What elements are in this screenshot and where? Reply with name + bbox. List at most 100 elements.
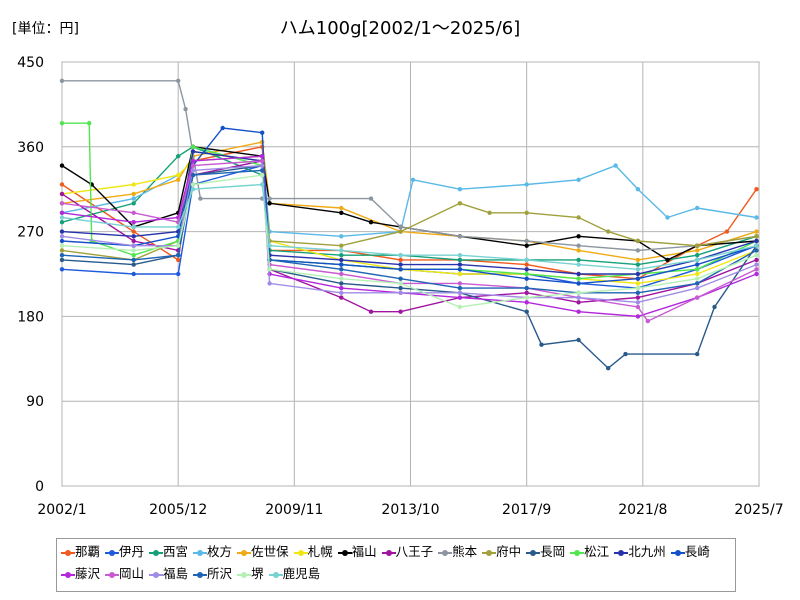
data-point bbox=[457, 271, 463, 277]
data-point bbox=[190, 144, 196, 149]
data-point bbox=[576, 215, 581, 220]
data-point bbox=[576, 262, 581, 267]
data-point bbox=[576, 234, 581, 239]
legend-item: 那覇 bbox=[61, 541, 100, 563]
data-point bbox=[59, 121, 65, 126]
data-point bbox=[539, 342, 544, 347]
legend-swatch bbox=[526, 548, 541, 558]
series-14 bbox=[59, 154, 759, 319]
data-point bbox=[576, 243, 581, 248]
data-point bbox=[59, 243, 65, 248]
legend-item: 伊丹 bbox=[105, 541, 144, 563]
data-point bbox=[260, 172, 265, 178]
data-point bbox=[576, 257, 581, 263]
legend-item: 堺 bbox=[237, 563, 264, 585]
data-point bbox=[131, 182, 136, 187]
data-point bbox=[398, 285, 403, 291]
data-point bbox=[59, 238, 65, 244]
legend-item: 枚方 bbox=[193, 541, 232, 563]
data-point bbox=[260, 163, 265, 168]
data-point bbox=[524, 290, 529, 295]
data-point bbox=[339, 253, 344, 258]
x-tick-label: 2009/11 bbox=[265, 502, 323, 518]
data-point bbox=[176, 78, 181, 84]
data-point bbox=[339, 271, 344, 277]
legend-item: 長崎 bbox=[670, 541, 710, 563]
data-point bbox=[695, 248, 700, 253]
legend-label: 鹿児島 bbox=[282, 566, 321, 581]
data-point bbox=[754, 234, 759, 239]
data-point bbox=[524, 285, 529, 291]
data-point bbox=[131, 201, 136, 206]
data-point bbox=[131, 229, 136, 234]
data-point bbox=[131, 238, 136, 244]
data-point bbox=[131, 196, 136, 201]
legend-label: 北九州 bbox=[628, 544, 666, 559]
data-point bbox=[457, 295, 463, 300]
data-point bbox=[754, 253, 759, 258]
data-point bbox=[524, 276, 529, 281]
data-point bbox=[339, 248, 344, 253]
legend-label: 長崎 bbox=[684, 544, 710, 559]
data-point bbox=[339, 295, 344, 300]
legend-label: 伊丹 bbox=[119, 544, 145, 559]
legend-label: 所沢 bbox=[207, 566, 233, 581]
data-point bbox=[635, 314, 641, 319]
data-point bbox=[524, 210, 529, 215]
data-point bbox=[131, 257, 136, 263]
data-point bbox=[754, 262, 759, 267]
data-point bbox=[267, 281, 272, 286]
legend-label: 長岡 bbox=[540, 544, 566, 559]
data-point bbox=[339, 285, 344, 291]
data-point bbox=[524, 309, 529, 314]
data-point bbox=[339, 210, 344, 215]
data-point bbox=[457, 285, 463, 291]
data-point bbox=[645, 318, 650, 324]
data-point bbox=[576, 281, 581, 286]
data-point bbox=[339, 257, 344, 263]
legend-item: 岡山 bbox=[105, 563, 144, 585]
data-point bbox=[695, 295, 700, 300]
data-point bbox=[190, 163, 196, 168]
legend-item: 佐世保 bbox=[237, 541, 289, 563]
y-tick-label: 180 bbox=[17, 309, 44, 325]
series-line bbox=[61, 155, 757, 318]
legend-swatch bbox=[193, 548, 208, 558]
data-point bbox=[260, 182, 265, 187]
data-point bbox=[695, 253, 700, 258]
legend-label: 福山 bbox=[351, 544, 377, 559]
legend: 那覇 伊丹 西宮 枚方 佐世保 札幌 福山 八王子 熊本 府中 長岡 松江 北九州 長崎藤沢 岡山 福島 所沢 堺… bbox=[56, 538, 736, 592]
data-point bbox=[576, 300, 581, 305]
data-point bbox=[524, 262, 529, 267]
data-point bbox=[623, 351, 628, 357]
data-point bbox=[368, 220, 374, 225]
data-point bbox=[635, 276, 641, 281]
legend-item: 西宮 bbox=[149, 541, 188, 563]
data-point bbox=[398, 290, 403, 295]
data-point bbox=[398, 276, 403, 281]
data-point bbox=[176, 172, 181, 178]
data-point bbox=[665, 215, 670, 220]
data-point bbox=[695, 257, 700, 263]
data-point bbox=[260, 154, 265, 159]
data-point bbox=[260, 168, 265, 173]
legend-item: 藤沢 bbox=[61, 563, 100, 585]
legend-swatch bbox=[149, 548, 164, 558]
data-point bbox=[524, 267, 529, 272]
data-point bbox=[635, 257, 641, 263]
x-tick-label: 2002/1 bbox=[37, 502, 86, 518]
data-point bbox=[190, 187, 196, 192]
series-line bbox=[61, 141, 757, 261]
legend-label: 札幌 bbox=[307, 544, 333, 559]
legend-label: 那覇 bbox=[75, 544, 101, 559]
legend-label: 西宮 bbox=[163, 544, 189, 559]
data-point bbox=[410, 177, 416, 182]
data-point bbox=[524, 295, 529, 300]
data-point bbox=[754, 243, 759, 248]
data-point bbox=[398, 267, 403, 272]
legend-swatch bbox=[381, 548, 396, 558]
data-point bbox=[576, 337, 581, 343]
x-tick-label: 2025/7 bbox=[734, 502, 783, 518]
data-point bbox=[754, 271, 759, 277]
